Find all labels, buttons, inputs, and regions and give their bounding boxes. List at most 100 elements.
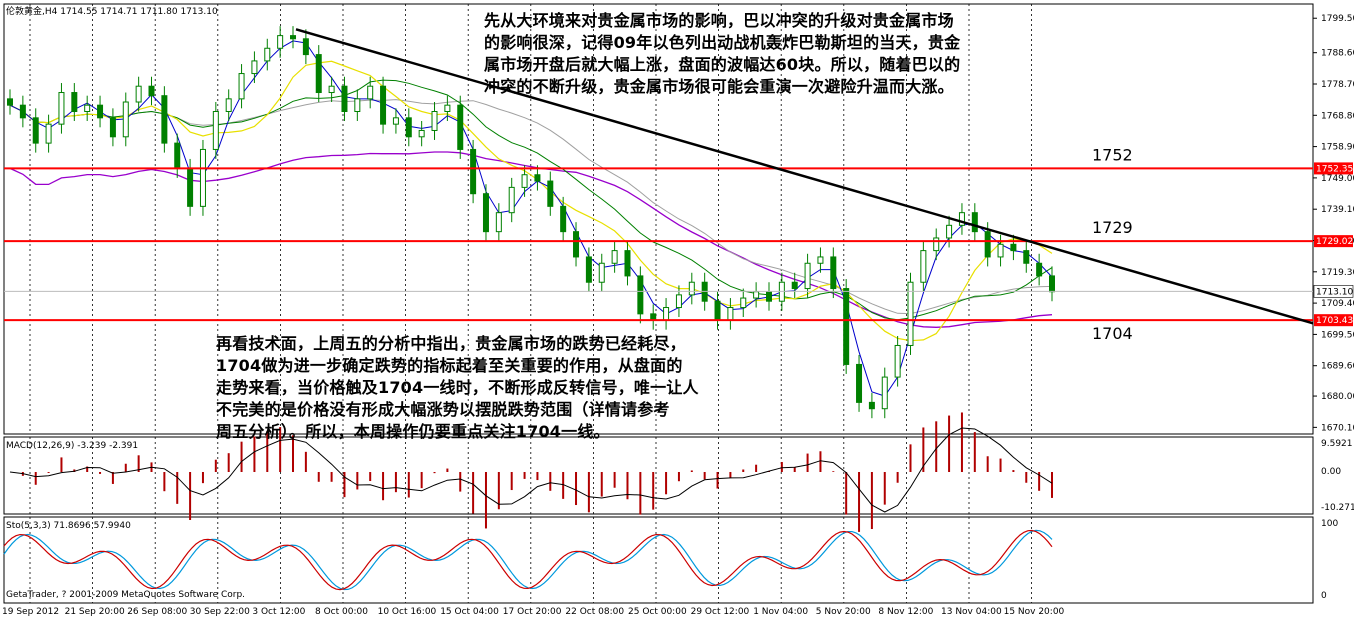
candle-body — [907, 281, 914, 346]
candle-body — [817, 256, 824, 264]
candle-body — [958, 212, 965, 226]
candle-body — [97, 104, 104, 119]
candle-body — [32, 117, 39, 144]
price-axis-label: 1778.70 — [1321, 80, 1354, 90]
candle-body — [856, 363, 863, 403]
candle-body — [354, 98, 361, 113]
candle-body — [341, 85, 348, 112]
price-axis-label: 1739.10 — [1321, 205, 1354, 215]
time-axis-label: 13 Nov 04:00 — [941, 607, 1002, 617]
time-axis-label: 15 Oct 04:00 — [440, 607, 499, 617]
candle-body — [740, 297, 747, 309]
time-axis-label: 26 Sep 08:00 — [127, 607, 187, 617]
candle-body — [482, 193, 489, 233]
stoch-signal-line — [3, 529, 1053, 591]
candle-body — [920, 250, 927, 283]
price-axis-label: 1680.00 — [1321, 392, 1354, 402]
macd-label: MACD(12,26,9) -3.239 -2.391 — [6, 441, 138, 451]
candle-body — [997, 243, 1004, 258]
candle-body — [212, 111, 219, 150]
candle-body — [933, 237, 940, 252]
candle-body — [109, 117, 116, 138]
candle-body — [84, 104, 91, 112]
candle-body — [431, 111, 438, 131]
time-axis-label: 25 Oct 00:00 — [628, 607, 687, 617]
level-price-tag-text: 1703.43 — [1316, 316, 1353, 326]
candle-body — [894, 344, 901, 378]
candle-body — [560, 205, 567, 233]
price-axis-label: 1670.10 — [1321, 423, 1354, 433]
top-annotation-line: 冲突的不断升级，贵金属市场很可能会重演一次避险升温而大涨。 — [484, 77, 954, 96]
price-axis-label: 1709.40 — [1321, 299, 1354, 309]
candle-body — [58, 92, 65, 125]
candle-body — [946, 224, 953, 239]
candle-body — [765, 291, 772, 302]
candle-body — [19, 104, 26, 119]
time-axis-label: 17 Oct 20:00 — [503, 607, 562, 617]
stoch-axis-label: 0 — [1321, 591, 1327, 601]
top-annotation-line: 属市场开盘后就大幅上涨，盘面的波幅达60块。所以，随着巴以的 — [484, 55, 961, 74]
ma-yellow-line — [9, 60, 1053, 342]
price-axis-label: 1689.60 — [1321, 362, 1354, 372]
candle-body — [1010, 243, 1017, 252]
ma-green-line — [9, 79, 1053, 321]
trendline — [295, 28, 1314, 325]
top-annotation-line: 的影响很深，记得09年以色列出动战机轰炸巴勒斯坦的当天，贵金 — [484, 33, 961, 52]
level-price-tag — [1314, 314, 1353, 327]
candle-body — [392, 117, 399, 125]
candle-body — [727, 307, 734, 321]
candle-body — [161, 95, 168, 144]
candle-body — [663, 307, 670, 321]
candle-body — [508, 186, 515, 214]
macd-axis-label: 9.5921 — [1321, 439, 1353, 449]
candle-body — [714, 300, 721, 321]
current-price-tag — [1313, 285, 1354, 298]
time-axis-label: 29 Oct 12:00 — [691, 607, 750, 617]
candle-body — [315, 54, 322, 94]
price-axis-label: 1719.30 — [1321, 268, 1354, 278]
candle-body — [688, 281, 695, 296]
bottom-annotation-line: 不完美的是价格没有形成大幅涨势以摆脱跌势范围（详情请参考 — [216, 400, 670, 419]
main-pane-frame — [3, 3, 1314, 435]
price-axis-label: 1699.50 — [1321, 330, 1354, 340]
candle-body — [1049, 275, 1055, 293]
candle-body — [328, 85, 335, 94]
level-price-tag — [1314, 235, 1353, 248]
stoch-pane-frame — [3, 516, 1314, 604]
macd-pane-frame — [3, 436, 1314, 515]
candle-body — [470, 148, 477, 195]
level-label: 1752 — [1092, 145, 1133, 164]
bottom-annotation-line: 走势来看，当价格触及1704一线时，不断形成反转信号，唯一让人 — [216, 378, 699, 397]
candle-body — [971, 212, 978, 233]
candle-body — [804, 262, 811, 290]
time-axis-label: 19 Sep 2012 — [2, 607, 59, 617]
candle-body — [624, 250, 631, 277]
time-axis-label: 3 Oct 12:00 — [252, 607, 305, 617]
time-axis-label: 10 Oct 16:00 — [378, 607, 437, 617]
candle-body — [225, 98, 232, 113]
candle-body — [573, 231, 580, 258]
candle-body — [302, 38, 309, 56]
candle-body — [753, 291, 760, 299]
candle-body — [791, 281, 798, 290]
candle-body — [830, 256, 837, 290]
candle-body — [534, 174, 541, 182]
time-axis-label: 22 Oct 08:00 — [565, 607, 624, 617]
symbol-header: 伦敦黄金,H4 1714.55 1714.71 1711.80 1713.10 — [6, 5, 218, 17]
time-axis-label: 1 Nov 04:00 — [753, 607, 808, 617]
candle-body — [843, 288, 850, 365]
price-axis-label: 1758.90 — [1321, 143, 1354, 153]
candle-body — [367, 85, 374, 100]
candle-body — [637, 275, 644, 315]
candle-body — [444, 104, 451, 112]
candle-body — [238, 73, 245, 100]
candle-body — [174, 142, 181, 169]
candle-body — [264, 47, 271, 62]
candle-body — [122, 101, 129, 138]
candle-body — [71, 92, 78, 112]
candle-body — [1023, 250, 1030, 264]
level-price-tag — [1314, 162, 1353, 175]
candle-body — [251, 60, 258, 75]
candle-body — [277, 35, 284, 49]
